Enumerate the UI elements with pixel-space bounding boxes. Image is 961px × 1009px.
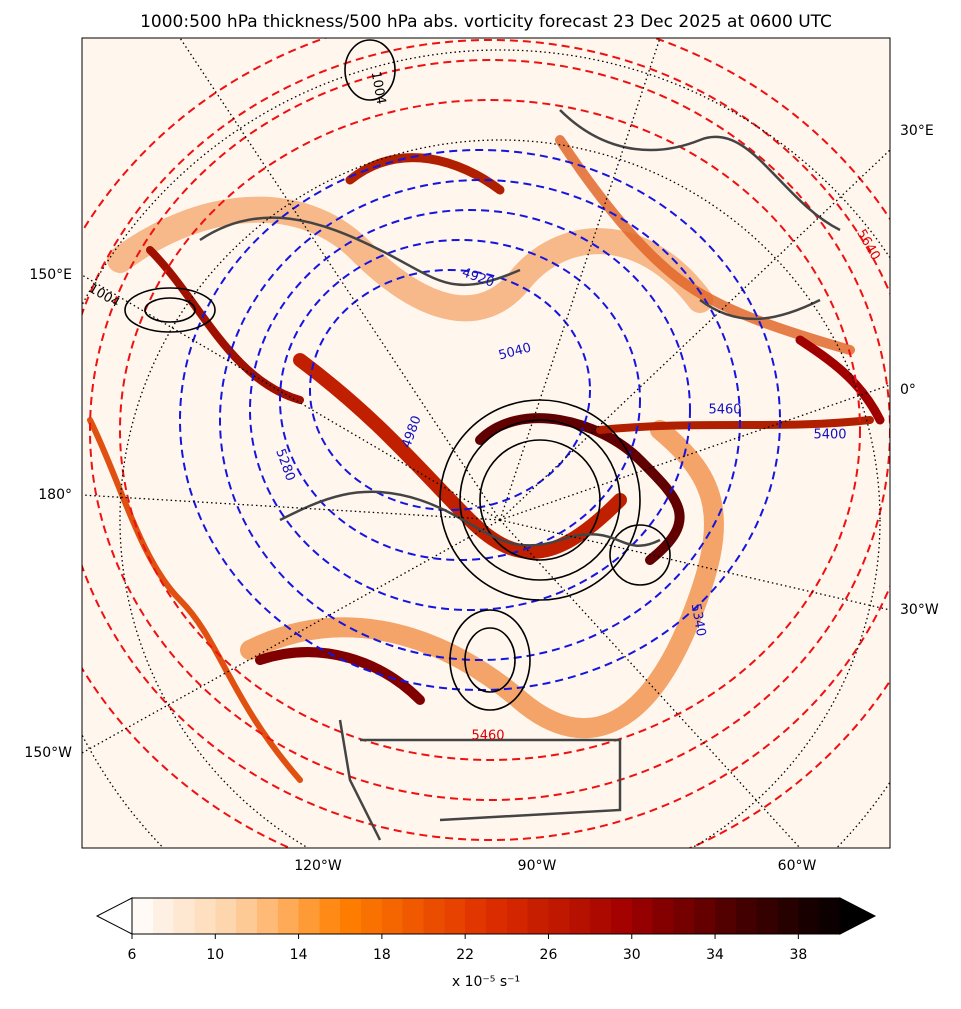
longitude-labels: 30°E 0° 30°W 150°E 180° 150°W 120°W 90°W 60°W <box>24 123 938 874</box>
colorbar-extend-max <box>839 897 877 935</box>
longitude-label: 150°E <box>29 267 72 283</box>
longitude-label: 90°W <box>518 858 557 874</box>
thickness-warm-contours <box>82 38 890 848</box>
longitude-label: 150°W <box>24 745 72 761</box>
map-title: 1000:500 hPa thickness/500 hPa abs. vort… <box>140 12 832 32</box>
colorbar-tick-label: 34 <box>706 947 724 963</box>
contour-label: 5340 <box>688 602 709 637</box>
longitude-label: 120°W <box>294 858 342 874</box>
colorbar-tick-label: 10 <box>206 947 224 963</box>
colorbar-tick-label: 14 <box>290 947 308 963</box>
colorbar-tick-label: 6 <box>128 947 137 963</box>
graticule <box>82 38 890 848</box>
contour-label: 5460 <box>471 729 504 744</box>
contour-label: 5460 <box>708 403 741 418</box>
colorbar-tick-label: 38 <box>789 947 807 963</box>
colorbar-tick-label: 22 <box>456 947 474 963</box>
colorbar-tick-label: 18 <box>373 947 391 963</box>
map-frame <box>81 37 891 849</box>
longitude-label: 0° <box>900 382 916 398</box>
colorbar: 6 10 14 18 22 26 30 34 38 x 10⁻⁵ s⁻¹ <box>95 897 877 990</box>
longitude-label: 30°W <box>900 602 939 618</box>
longitude-label: 60°W <box>778 858 817 874</box>
colorbar-tick-label: 30 <box>623 947 641 963</box>
colorbar-scale <box>131 897 841 935</box>
pressure-contours <box>124 39 671 711</box>
map-area: 1004100456405460492050405280534049805460… <box>82 38 890 848</box>
longitude-label: 30°E <box>900 123 934 139</box>
thickness-cold-contours <box>179 149 781 691</box>
vorticity-shading <box>87 135 885 783</box>
map-background <box>82 38 890 848</box>
contour-label: 5400 <box>813 428 846 443</box>
colorbar-tick-label: 26 <box>540 947 558 963</box>
colorbar-extend-min <box>95 897 133 935</box>
contour-label: 1004 <box>368 70 389 105</box>
longitude-label: 180° <box>38 487 72 503</box>
coastlines <box>199 109 841 841</box>
colorbar-label: x 10⁻⁵ s⁻¹ <box>452 974 520 990</box>
